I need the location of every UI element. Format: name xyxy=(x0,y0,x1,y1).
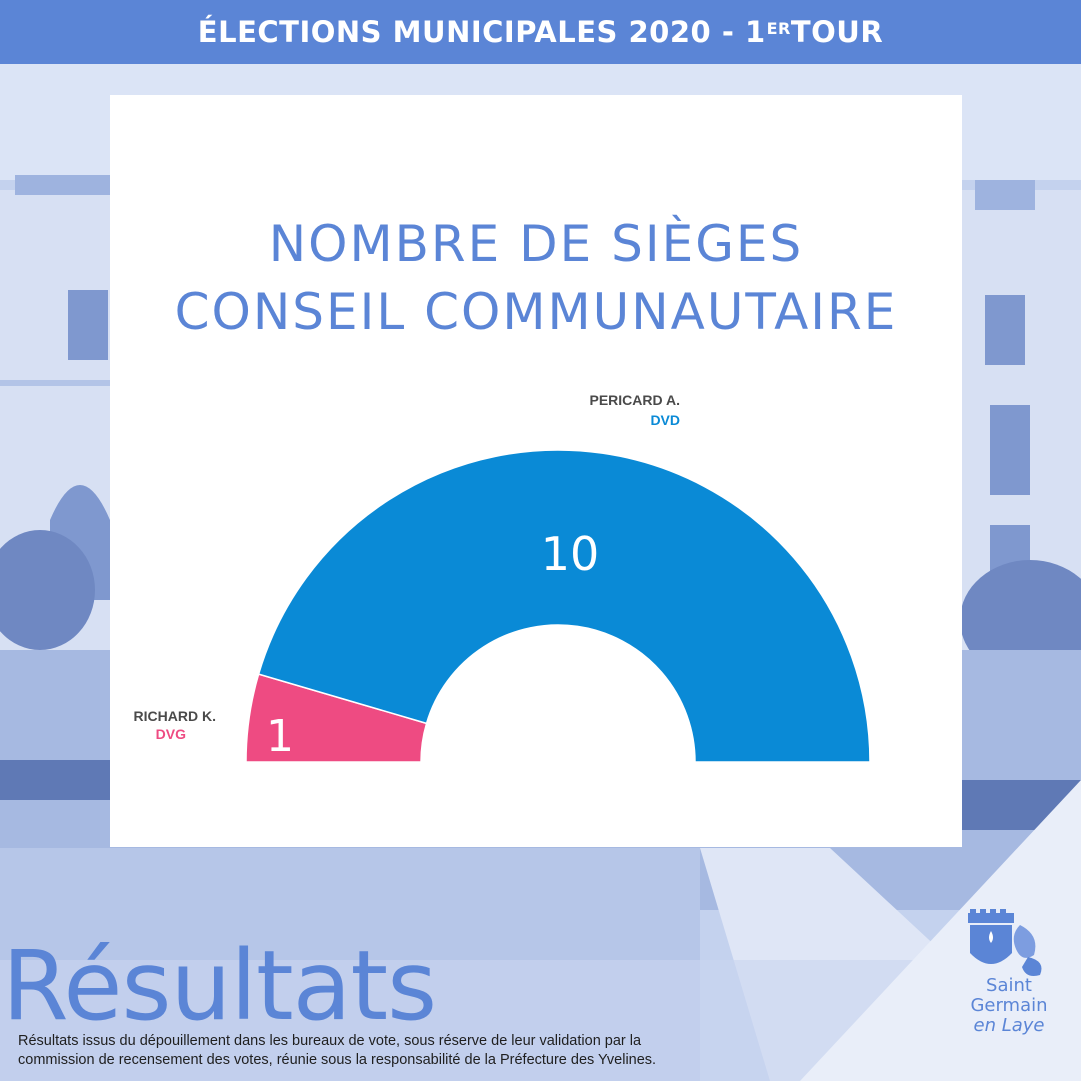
series-label-name: PERICARD A. xyxy=(589,392,681,408)
footnote-line2: commission de recensement des votes, réu… xyxy=(18,1052,657,1068)
city-crest-icon xyxy=(968,909,1042,976)
slice-dvd xyxy=(257,449,871,763)
header-title-superscript: ER xyxy=(766,18,791,38)
slice-value-label: 10 xyxy=(541,527,600,581)
series-label-name: RICHARD K. xyxy=(133,708,216,724)
city-logo-text: Saint Germain en Laye xyxy=(950,976,1068,1036)
logo-line3: en Laye xyxy=(973,1015,1045,1036)
results-card: NOMBRE DE SIÈGES CONSEIL COMMUNAUTAIRE 1… xyxy=(110,95,962,847)
results-heading: Résultats xyxy=(2,930,437,1042)
footnote-line1: Résultats issus du dépouillement dans le… xyxy=(18,1033,642,1049)
chart-title-line2: CONSEIL COMMUNAUTAIRE xyxy=(174,283,898,341)
series-label-party: DVD xyxy=(650,412,680,428)
series-label-party: DVG xyxy=(155,726,186,742)
slice-value-label: 1 xyxy=(266,711,294,762)
logo-line2: Germain xyxy=(970,995,1048,1016)
header-bar: ÉLECTIONS MUNICIPALES 2020 - 1 ER TOUR xyxy=(0,0,1081,64)
half-donut-chart: 1 10 xyxy=(245,449,871,763)
header-title-end: TOUR xyxy=(790,15,884,49)
chart-title-line1: NOMBRE DE SIÈGES xyxy=(268,215,804,273)
logo-line1: Saint xyxy=(986,975,1032,996)
header-title: ÉLECTIONS MUNICIPALES 2020 - 1 xyxy=(197,15,766,49)
footnote: Résultats issus du dépouillement dans le… xyxy=(18,1032,656,1070)
